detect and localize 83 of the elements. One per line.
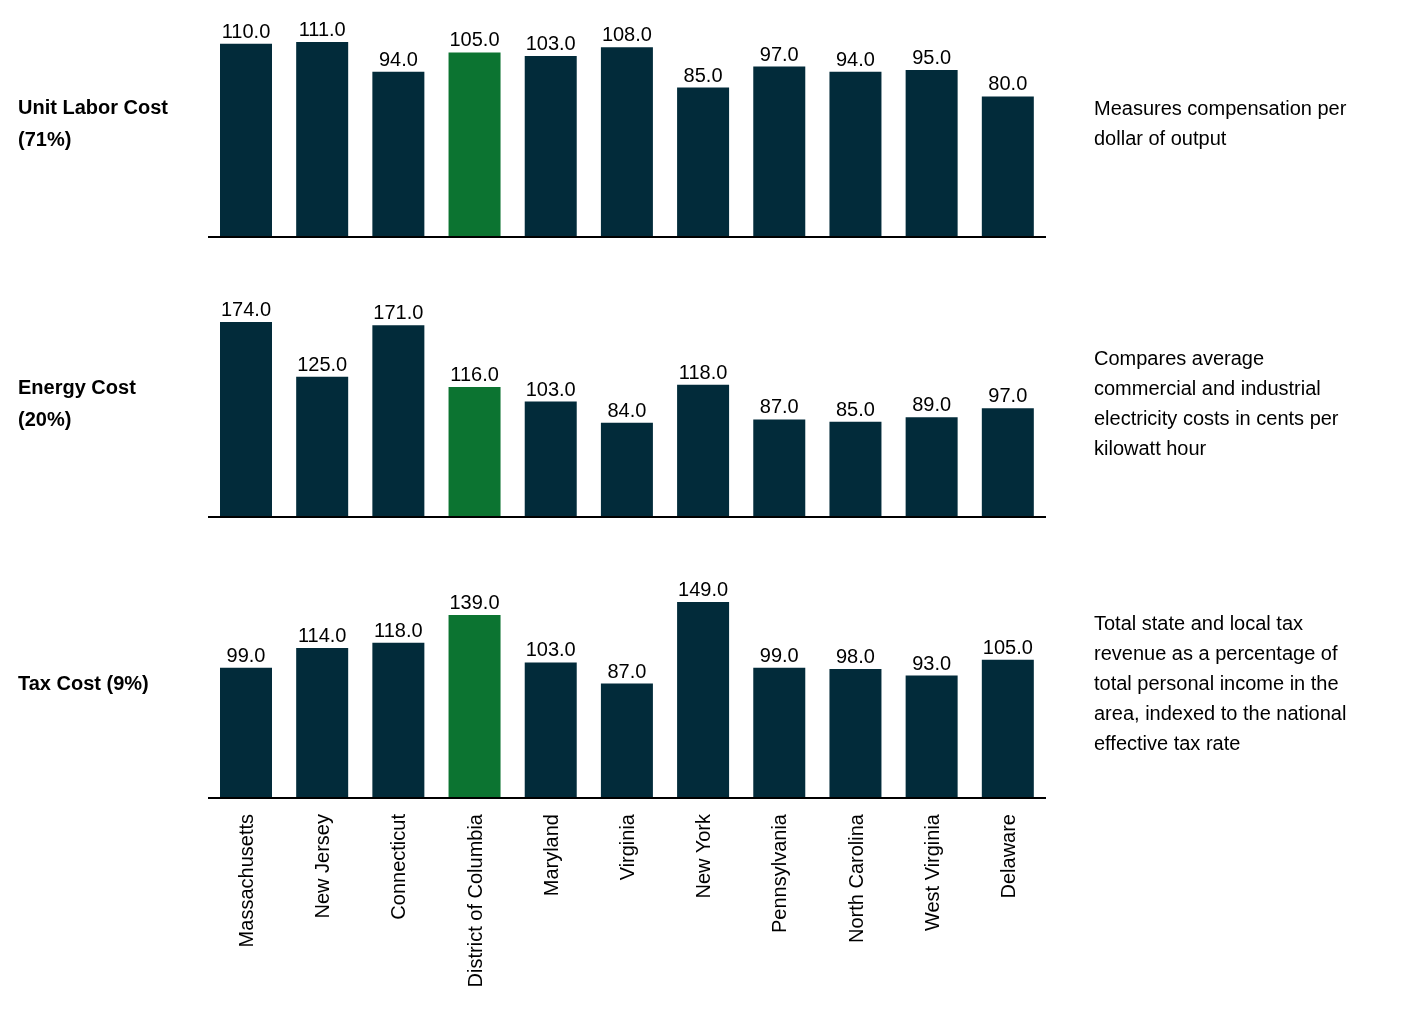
data-label: 110.0 [221,19,271,42]
data-label: 93.0 [912,651,952,674]
x-tick-label: Pennsylvania [768,813,791,933]
bar [677,87,730,237]
data-label: 118.0 [678,360,728,383]
bar [677,601,730,798]
bar [981,96,1034,237]
data-label: 174.0 [220,297,272,320]
data-label: 105.0 [982,635,1033,658]
data-label: 89.0 [912,393,952,416]
data-label: 94.0 [378,47,418,70]
bar [600,47,653,237]
bar [296,41,349,237]
data-label: 139.0 [449,591,500,614]
data-label: 97.0 [759,42,799,65]
text: Measures compensation per dollar of output [1094,96,1348,151]
bar [372,325,425,517]
data-label: 116.0 [450,362,499,385]
data-label: 80.0 [988,72,1028,95]
bar [524,401,577,517]
bar [905,417,958,517]
x-tick-label: North Carolina [844,813,867,943]
bar [753,667,806,798]
text: Total state and local tax revenue as a percentage of total personal income in the area, indexed to the national effective tax rate [1094,611,1348,756]
x-tick-label: West Virginia [920,813,943,932]
text: Compares average commercial and industrial electricity costs in cents per kilowatt hour [1094,346,1340,461]
bar [905,70,958,237]
data-label: 95.0 [912,46,952,69]
data-label: 118.0 [374,618,423,641]
x-tick-label: Massachusetts [235,814,258,948]
data-label: 114.0 [297,623,347,646]
x-tick-label: Delaware [996,814,1019,899]
data-label: 149.0 [678,577,729,600]
data-label: 108.0 [601,23,652,46]
bar [753,419,806,517]
bar [524,55,577,237]
data-label: 85.0 [683,63,723,86]
bar [600,422,653,517]
bar [296,647,349,798]
bar [753,66,806,237]
x-tick-label: Connecticut [387,813,410,920]
bar [296,376,349,517]
bar [524,662,577,798]
x-tick-label: New York [692,813,715,899]
bar [448,52,501,237]
bar [829,669,882,798]
data-label: 97.0 [988,384,1028,407]
data-label: 99.0 [226,643,266,666]
data-label: 103.0 [525,638,576,661]
bar [220,43,272,237]
data-label: 94.0 [835,47,875,70]
bar [600,683,653,798]
data-label: 125.0 [297,352,348,375]
x-tick-label: Maryland [539,814,562,897]
data-label: 87.0 [607,659,647,682]
bar [372,71,425,237]
data-label: 99.0 [759,643,799,666]
bar [448,386,501,517]
data-label: 98.0 [835,645,875,668]
bar [372,642,425,798]
x-tick-label: District of Columbia [463,813,486,988]
data-label: 103.0 [525,377,576,400]
bar [220,321,272,517]
data-label: 84.0 [607,398,647,421]
bar [220,667,272,798]
data-label: 111.0 [298,17,346,40]
data-label: 105.0 [449,28,500,51]
data-label: 103.0 [525,31,576,54]
bar [829,71,882,237]
y-axis-title: Tax Cost (9%) [18,671,149,696]
x-tick-label: Virginia [616,813,638,881]
data-label: 85.0 [835,397,875,420]
bar [829,421,882,517]
bar [905,675,958,798]
x-tick-label: New Jersey [311,814,334,919]
bar [981,659,1034,798]
data-label: 171.0 [373,301,424,324]
bar [981,408,1034,517]
bar [677,384,730,517]
data-label: 87.0 [759,395,799,418]
y-axis-title: Unit Labor Cost (71%) [18,95,169,152]
bar [448,615,501,798]
y-axis-title: Energy Cost (20%) [18,375,137,432]
